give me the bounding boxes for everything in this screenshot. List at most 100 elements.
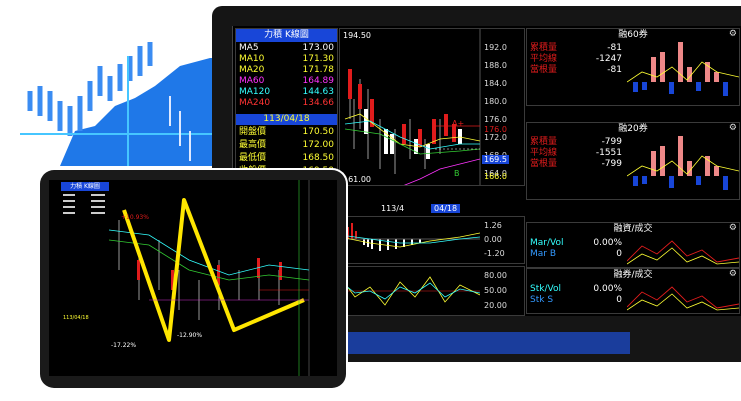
macd-panel[interactable]: 1.26 0.00 -1.20 — [339, 216, 525, 264]
stock-title[interactable]: 力積 K線圖 — [236, 29, 337, 42]
gear-icon[interactable]: ⚙ — [728, 29, 737, 39]
kline-top-value: 194.50 — [343, 31, 371, 40]
ma-row: MA240 134.66 — [236, 98, 337, 109]
panel-row: 平均線 -1247 — [527, 54, 625, 65]
price-label: 開盤價 — [239, 127, 267, 137]
panel-row-value: 0 — [616, 249, 622, 259]
inst-panel[interactable]: 融60券 ⚙ 累積量 -81 平均線 -1247 當根量 -81 — [526, 28, 740, 106]
ratio-panel[interactable]: 融券/成交 ⚙ Stk/Vol 0.00% Stk S 0 — [526, 268, 740, 314]
tablet-date: 113/04/18 — [63, 315, 89, 321]
panel-row: Stk S 0 — [527, 295, 625, 306]
tablet-screen: 力積 K線圖 113/04/18 +10.93% -17.22% -12.90% — [49, 180, 337, 376]
panel-title[interactable]: 融資/成交 — [527, 223, 739, 236]
inst-panel[interactable]: 融20券 ⚙ 累積量 -799 平均線 -1551 當根量 -799 — [526, 122, 740, 200]
ma-value: 173.00 — [302, 43, 335, 53]
panel-title[interactable]: 融60券 — [527, 29, 739, 42]
x-label-mid: 113/4 — [381, 204, 405, 213]
panel-row-label: Stk S — [530, 295, 554, 305]
ma-value: 134.66 — [302, 98, 335, 108]
kline-y-tick: 172.0 — [484, 133, 507, 142]
price-row: 最高價 172.00 — [236, 140, 337, 152]
panel-bar — [678, 42, 683, 82]
ma-label: MA120 — [239, 87, 271, 97]
panel-title[interactable]: 融券/成交 — [527, 269, 739, 282]
price-value: 168.50 — [302, 153, 335, 163]
ma-label: MA60 — [239, 76, 265, 86]
panel-row: 當根量 -799 — [527, 159, 625, 170]
ratio-line-yellow — [627, 247, 739, 265]
panel-row-value: 0.00% — [593, 238, 622, 248]
tablet-pct-high: +10.93% — [121, 214, 149, 221]
gear-icon[interactable]: ⚙ — [728, 123, 737, 133]
panel-bar — [633, 82, 638, 92]
panel-bar-chart — [627, 42, 739, 96]
tablet-title[interactable]: 力積 K線圖 — [61, 182, 109, 191]
kline-y-tick: 176.0 — [484, 115, 507, 124]
kline-y-tick: 188.0 — [484, 61, 507, 70]
panel-bar — [723, 82, 728, 96]
kd-tick-1: 50.00 — [484, 286, 507, 295]
price-value: 170.50 — [302, 127, 335, 137]
ma-label: MA20 — [239, 65, 265, 75]
panel-row-value: 0 — [616, 295, 622, 305]
price-label: 最高價 — [239, 140, 267, 150]
kd-panel[interactable]: 80.00 50.00 20.00 — [339, 266, 525, 316]
panel-bar — [642, 176, 647, 184]
panel-row: 平均線 -1551 — [527, 148, 625, 159]
background-chart-graphic — [20, 42, 220, 166]
panel-row-label: 當根量 — [530, 159, 558, 169]
ma-value: 171.78 — [302, 65, 335, 75]
panel-row-value: -799 — [601, 159, 622, 169]
price-label: 最低價 — [239, 153, 267, 163]
panel-bar — [696, 82, 701, 91]
ma-row: MA5 173.00 — [236, 43, 337, 54]
panel-bar — [669, 176, 674, 188]
kline-chart-panel[interactable]: 194.50 — [339, 28, 525, 186]
price-row: 開盤價 170.50 — [236, 127, 337, 139]
ma-label: MA10 — [239, 54, 265, 64]
panel-bar — [687, 161, 692, 176]
panel-title[interactable]: 融20券 — [527, 123, 739, 136]
kline-y-tick: 180.0 — [484, 97, 507, 106]
kd-tick-0: 80.00 — [484, 271, 507, 280]
ratio-line-red — [627, 240, 739, 263]
panel-row: Mar/Vol 0.00% — [527, 238, 625, 249]
panel-row-label: 累積量 — [530, 43, 558, 53]
kd-tick-2: 20.00 — [484, 301, 507, 310]
kline-y-tick: 184.0 — [484, 79, 507, 88]
panel-bar — [705, 156, 710, 176]
panel-bar — [651, 57, 656, 82]
panel-row-label: 當根量 — [530, 65, 558, 75]
gear-icon[interactable]: ⚙ — [728, 269, 737, 279]
panel-row-label: Mar/Vol — [530, 238, 564, 248]
ratio-panel[interactable]: 融資/成交 ⚙ Mar/Vol 0.00% Mar B 0 — [526, 222, 740, 268]
panel-bar — [687, 67, 692, 82]
panel-line-chart — [627, 240, 739, 265]
ma-label: MA240 — [239, 98, 271, 108]
kline-x-axis: 113/4 04/18 — [341, 204, 525, 215]
panel-line — [627, 61, 739, 83]
panel-bar — [669, 82, 674, 94]
kline-svg — [344, 29, 481, 185]
current-price-tag: 169.5 — [482, 155, 509, 164]
stock-info-panel: 力積 K線圖 MA5 173.00 MA10 171.30 MA20 171.78 MA60… — [235, 28, 338, 186]
tablet-kline-svg — [109, 180, 310, 376]
panel-row-value: -81 — [607, 65, 622, 75]
panel-row-label: Stk/Vol — [530, 284, 561, 294]
panel-bar-chart — [627, 136, 739, 190]
gear-icon[interactable]: ⚙ — [728, 223, 737, 233]
tablet-info-rows — [61, 192, 109, 222]
panel-line — [627, 155, 739, 177]
marker-a: A+ — [452, 119, 465, 128]
panel-row-label: Mar B — [530, 249, 557, 259]
panel-bar — [660, 52, 665, 82]
ma-row: MA20 171.78 — [236, 65, 337, 76]
date-label: 113/04/18 — [236, 114, 337, 125]
panel-line-chart — [627, 286, 739, 311]
panel-row: Mar B 0 — [527, 249, 625, 260]
panel-bar — [678, 136, 683, 176]
macd-tick-2: -1.20 — [484, 249, 505, 258]
macd-tick-0: 1.26 — [484, 221, 502, 230]
panel-bar — [651, 151, 656, 176]
panel-bar — [714, 166, 719, 176]
